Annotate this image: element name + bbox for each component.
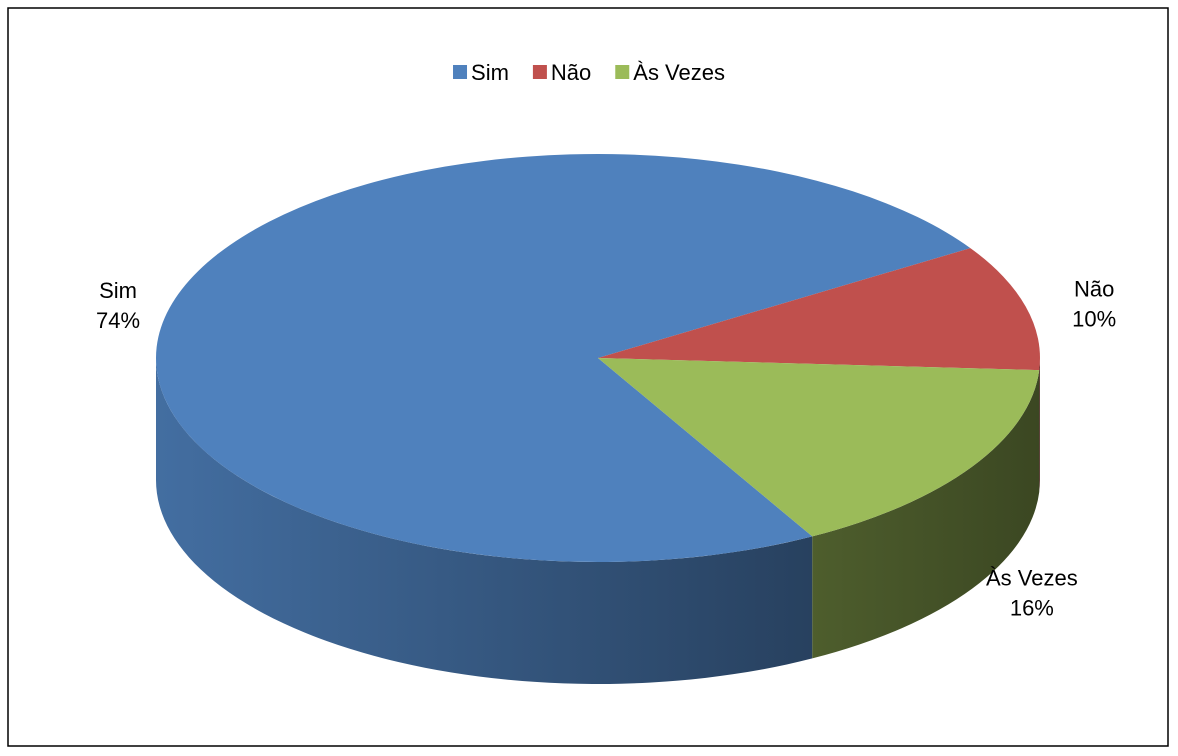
data-label-category: Não: [1074, 276, 1114, 301]
data-label-value: 74%: [96, 308, 140, 333]
data-labels: Sim 74% Não 10% Às Vezes 16%: [96, 276, 1116, 620]
data-label: Não 10%: [1072, 276, 1116, 331]
slice: [598, 248, 1041, 371]
slice: [156, 154, 971, 562]
pie-walls: [156, 358, 1040, 685]
data-label-category: Às Vezes: [986, 566, 1078, 591]
legend-label: Às Vezes: [633, 60, 725, 85]
legend-swatch: [453, 65, 468, 79]
data-label: Às Vezes 16%: [986, 566, 1078, 621]
legend-swatch: [532, 65, 547, 79]
slice-side: [1039, 358, 1040, 493]
data-label-value: 10%: [1072, 306, 1116, 331]
slice-side: [812, 370, 1040, 659]
legend-swatch: [615, 65, 630, 79]
data-label: Sim 74%: [96, 278, 140, 333]
data-label-value: 16%: [1010, 596, 1054, 621]
slice: [598, 358, 1040, 537]
legend-label: Não: [551, 60, 591, 85]
pie-tops: [156, 154, 1041, 562]
legend: Sim Não Às Vezes: [453, 60, 725, 85]
data-label-category: Sim: [99, 278, 137, 303]
slice-side: [156, 358, 813, 685]
legend-label: Sim: [471, 60, 509, 85]
